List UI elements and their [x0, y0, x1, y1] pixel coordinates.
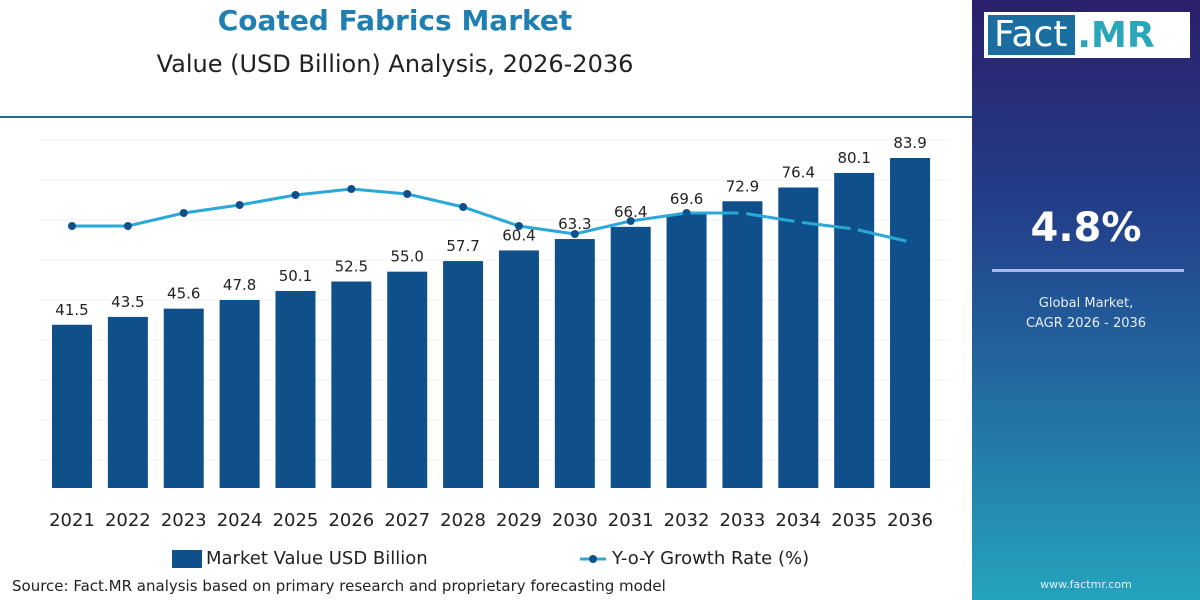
growth-rate-point: [459, 203, 468, 211]
x-tick-label: 2025: [273, 510, 319, 531]
bar-value-label: 52.5: [335, 258, 368, 276]
legend-label: Y-o-Y Growth Rate (%): [612, 548, 810, 569]
x-tick-label: 2026: [328, 510, 374, 531]
bar-value-label: 83.9: [893, 134, 926, 152]
x-tick-label: 2034: [775, 510, 821, 531]
bar: [890, 158, 931, 488]
bar-value-label: 80.1: [837, 149, 870, 167]
divider: [992, 269, 1184, 272]
bar-value-label: 66.4: [614, 203, 647, 221]
x-tick-label: 2030: [552, 510, 598, 531]
bar-value-label: 55.0: [391, 248, 424, 266]
legend-item-growth-rate: Y-o-Y Growth Rate (%): [578, 548, 809, 569]
bar: [331, 281, 372, 488]
bar: [107, 316, 148, 488]
bar-value-label: 43.5: [111, 293, 144, 311]
bar-line-chart: 41.5 2021 43.5 2022 45.6 2023 47.8 2024 50.1 2025…: [40, 134, 950, 531]
bar: [163, 308, 204, 488]
factmr-logo: Fact .MR: [984, 12, 1190, 58]
growth-rate-point: [626, 217, 635, 225]
bar: [387, 271, 428, 488]
growth-rate-point: [347, 185, 356, 193]
chart-title: Coated Fabrics Market: [217, 4, 573, 37]
growth-rate-point: [738, 209, 747, 217]
growth-rate-point: [794, 218, 803, 226]
x-tick-label: 2035: [831, 510, 877, 531]
x-tick-label: 2031: [608, 510, 654, 531]
bar: [778, 187, 819, 489]
growth-rate-point: [68, 222, 76, 230]
x-tick-label: 2023: [161, 510, 207, 531]
bar: [498, 250, 539, 488]
x-tick-label: 2033: [720, 510, 766, 531]
bar: [666, 214, 707, 488]
x-tick-label: 2024: [217, 510, 263, 531]
legend-line-swatch: [580, 554, 606, 563]
x-tick-label: 2027: [384, 510, 430, 531]
x-tick-label: 2028: [440, 510, 486, 531]
bar-value-label: 47.8: [223, 276, 256, 294]
bar: [554, 239, 595, 488]
growth-rate-point: [179, 209, 188, 217]
x-tick-label: 2022: [105, 510, 151, 531]
bar-value-label: 76.4: [782, 163, 815, 181]
chart-area: Coated Fabrics Market Value (USD Billion…: [0, 4, 972, 595]
bar: [219, 299, 260, 488]
source-note: Source: Fact.MR analysis based on primar…: [12, 577, 666, 595]
divider: [0, 116, 972, 118]
growth-rate-point: [906, 238, 915, 246]
legend-item-market-value: Market Value USD Billion: [172, 548, 428, 569]
legend-label: Market Value USD Billion: [206, 548, 428, 569]
bar: [722, 201, 763, 488]
growth-rate-point: [403, 190, 412, 198]
bar-value-label: 63.3: [558, 215, 591, 233]
legend-bar-swatch: [172, 549, 202, 568]
growth-rate-point: [235, 201, 244, 209]
bar-value-label: 41.5: [55, 301, 88, 319]
bar: [52, 324, 92, 488]
x-tick-label: 2021: [49, 510, 95, 531]
x-tick-label: 2036: [887, 510, 933, 531]
bar-value-label: 57.7: [446, 237, 479, 255]
growth-rate-point: [123, 222, 132, 230]
growth-rate-point: [682, 209, 691, 217]
growth-rate-point: [514, 222, 523, 230]
website-link[interactable]: www.factmr.com: [1040, 578, 1132, 591]
bar-value-label: 50.1: [279, 267, 312, 285]
bar: [443, 261, 484, 488]
cagr-value: 4.8%: [1030, 205, 1142, 251]
chart-subtitle: Value (USD Billion) Analysis, 2026-2036: [156, 50, 634, 78]
bar-value-label: 45.6: [167, 285, 200, 303]
bar-value-label: 69.6: [670, 190, 703, 208]
growth-rate-point: [570, 230, 579, 238]
bar-value-label: 72.9: [726, 177, 759, 195]
x-tick-label: 2032: [664, 510, 710, 531]
growth-rate-point: [291, 191, 300, 199]
growth-rate-point: [850, 225, 859, 233]
bar-value-label: 60.4: [502, 226, 535, 244]
growth-rate-line: [72, 187, 911, 244]
cagr-label: Global Market, CAGR 2026 - 2036: [1025, 296, 1147, 331]
x-tick-label: 2029: [496, 510, 542, 531]
legend: Market Value USD Billion Y-o-Y Growth Ra…: [0, 548, 970, 574]
bar: [275, 290, 316, 488]
sidebar: Fact .MR 4.8% Global Market, CAGR 2026 -…: [972, 0, 1200, 600]
bar: [610, 226, 651, 488]
bar: [834, 172, 875, 489]
